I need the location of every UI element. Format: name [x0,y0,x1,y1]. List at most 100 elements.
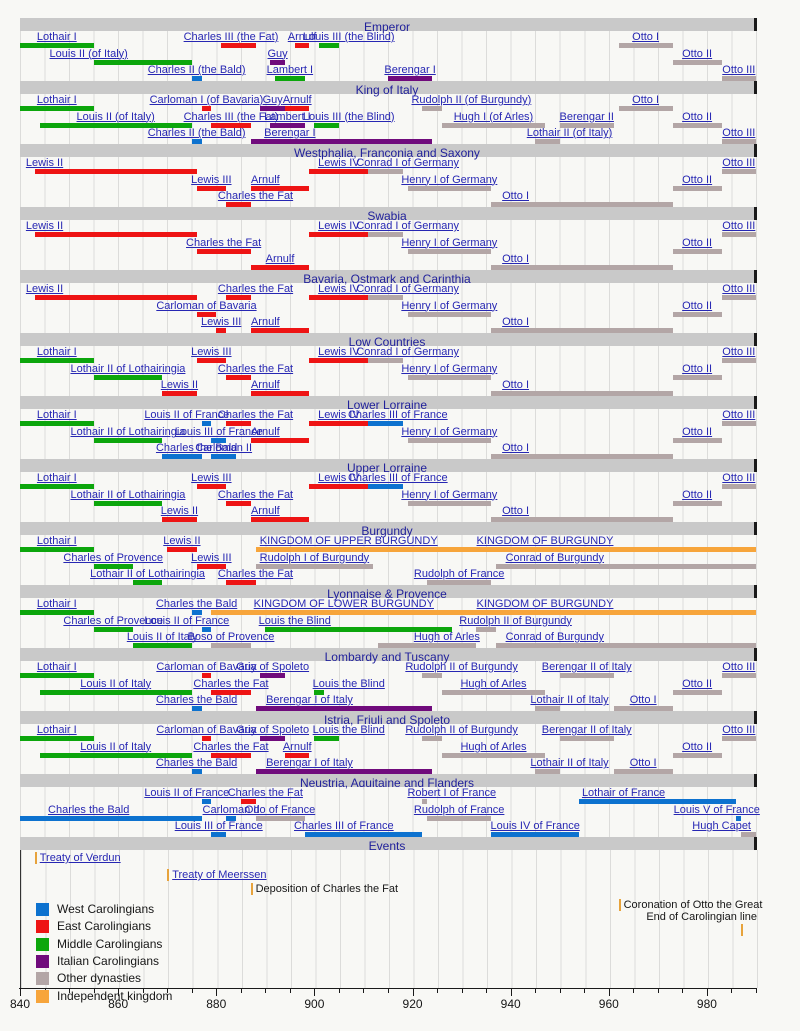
ruler-label[interactable]: Charles of Provence [63,614,164,627]
ruler-label[interactable]: Louis the Blind [312,677,385,690]
ruler-label[interactable]: Rudolph of France [413,803,505,816]
ruler-label[interactable]: Otto III [722,127,756,139]
ruler-label[interactable]: Guy of Spoleto [236,661,310,673]
ruler-label[interactable]: Charles III (the Fat) [183,31,279,43]
ruler-label[interactable]: Hugh of Arles [413,631,480,643]
ruler-label[interactable]: Otto III [722,661,756,673]
ruler-label[interactable]: Lewis II [25,157,64,169]
ruler-label[interactable]: Arnulf [250,425,280,438]
ruler-label[interactable]: Conrad of Burgundy [505,631,605,643]
ruler-label[interactable]: Berengar II [559,110,614,123]
event-label[interactable]: Treaty of Verdun [39,852,121,864]
ruler-label[interactable]: Lothair II (of Italy) [526,127,613,139]
ruler-label[interactable]: Louis II (of Italy) [76,110,155,123]
ruler-label[interactable]: Otto III [722,220,756,232]
ruler-label[interactable]: Guy [262,94,283,106]
ruler-label[interactable]: Lothair I [36,31,77,43]
ruler-label[interactable]: Henry I of Germany [401,425,498,438]
ruler-label[interactable]: Otto II [682,488,713,501]
ruler-label[interactable]: Lothair I [36,661,77,673]
ruler-label[interactable]: Louis II of Italy [80,740,152,753]
ruler-label[interactable]: Otto II [682,47,713,60]
ruler-label[interactable]: Charles II (the Bald) [147,127,246,139]
ruler-label[interactable]: Louis II of Italy [80,677,152,690]
ruler-label[interactable]: Otto I [502,379,530,391]
ruler-label[interactable]: Lothair I [36,724,77,736]
ruler-label[interactable]: Lothair I [36,94,77,106]
ruler-label[interactable]: Lewis III [191,173,232,186]
ruler-label[interactable]: Arnulf [287,31,317,43]
ruler-label[interactable]: Charles the Fat [217,488,294,501]
ruler-label[interactable]: Henry I of Germany [401,173,498,186]
ruler-label[interactable]: Lewis IV [318,283,360,295]
ruler-label[interactable]: Lothair II of Lothairingia [90,568,206,580]
ruler-label[interactable]: Berengar I [264,127,316,139]
ruler-label[interactable]: Rudolph I of Burgundy [259,551,370,564]
ruler-label[interactable]: Robert I of France [407,787,497,799]
ruler-label[interactable]: Charles the Bald [155,598,238,610]
ruler-label[interactable]: Arnulf [250,173,280,186]
ruler-label[interactable]: Conrad I of Germany [356,220,459,232]
ruler-label[interactable]: Lewis III [191,472,232,484]
ruler-label[interactable]: Berengar II of Italy [541,661,632,673]
ruler-label[interactable]: Charles III of France [347,472,448,484]
ruler-label[interactable]: Lothair II of Lothairingia [70,488,186,501]
ruler-label[interactable]: Charles the Fat [193,677,269,690]
ruler-label[interactable]: Charles the Fat [217,409,294,421]
ruler-label[interactable]: Otto II [682,110,713,123]
ruler-label[interactable]: Charles the Bald [155,442,238,454]
ruler-label[interactable]: Berengar I of Italy [266,757,353,769]
ruler-label[interactable]: Otto III [722,409,756,421]
ruler-label[interactable]: Lothair II of Italy [530,757,609,769]
ruler-label[interactable]: Conrad of Burgundy [505,551,605,564]
ruler-label[interactable]: Charles the Fat [217,283,294,295]
ruler-label[interactable]: Arnulf [250,379,280,391]
ruler-label[interactable]: Louis II (of Italy) [49,47,128,60]
ruler-label[interactable]: Louis III of France [174,425,263,438]
ruler-label[interactable]: Otto II [682,299,713,312]
ruler-label[interactable]: Hugh of Arles [460,740,527,753]
ruler-label[interactable]: Arnulf [282,94,312,106]
ruler-label[interactable]: Odo of France [244,803,316,816]
ruler-label[interactable]: Otto III [722,472,756,484]
ruler-label[interactable]: Charles the Fat [217,362,294,375]
ruler-label[interactable]: Otto I [502,505,530,517]
ruler-label[interactable]: Charles the Fat [217,568,294,580]
ruler-label[interactable]: Charles the Bald [48,803,130,816]
ruler-label[interactable]: Lewis IV [318,346,360,358]
ruler-label[interactable]: Otto III [722,346,756,358]
ruler-label[interactable]: KINGDOM OF LOWER BURGUNDY [253,598,434,610]
ruler-label[interactable]: Louis IV of France [490,820,580,832]
ruler-label[interactable]: Louis II of France [144,409,230,421]
ruler-label[interactable]: Otto II [682,236,713,249]
ruler-label[interactable]: Louis the Blind [258,614,331,627]
ruler-label[interactable]: Henry I of Germany [401,236,498,249]
ruler-label[interactable]: Charles the Fat [227,787,303,799]
ruler-label[interactable]: Arnulf [250,316,280,328]
ruler-label[interactable]: Otto II [682,425,713,438]
ruler-label[interactable]: Otto I [502,442,530,454]
ruler-label[interactable]: Henry I of Germany [401,299,498,312]
ruler-label[interactable]: Otto I [629,694,657,706]
ruler-label[interactable]: KINGDOM OF BURGUNDY [476,598,614,610]
ruler-label[interactable]: Charles II (the Bald) [147,64,246,76]
ruler-label[interactable]: Lambert I [266,64,314,76]
ruler-label[interactable]: Lewis II [163,535,201,547]
ruler-label[interactable]: Lothair II of Lothairingia [70,425,186,438]
ruler-label[interactable]: Lothair II of Italy [530,694,609,706]
ruler-label[interactable]: Lewis II [160,379,199,391]
ruler-label[interactable]: Rudolph II of Burgundy [405,724,518,736]
ruler-label[interactable]: Rudolph II of Burgundy [405,661,518,673]
ruler-label[interactable]: Arnulf [265,253,295,265]
ruler-label[interactable]: Otto II [682,677,713,690]
ruler-label[interactable]: Henry I of Germany [401,488,498,501]
ruler-label[interactable]: Hugh Capet [692,820,751,832]
ruler-label[interactable]: Otto II [682,173,713,186]
ruler-label[interactable]: Otto II [682,740,713,753]
ruler-label[interactable]: Rudolph II (of Burgundy) [411,94,532,106]
ruler-label[interactable]: Lothair of France [581,787,666,799]
ruler-label[interactable]: Lewis II [160,505,199,517]
ruler-label[interactable]: Otto I [629,757,657,769]
ruler-label[interactable]: Lothair II of Lothairingia [70,362,186,375]
ruler-label[interactable]: Louis III of France [174,820,263,832]
